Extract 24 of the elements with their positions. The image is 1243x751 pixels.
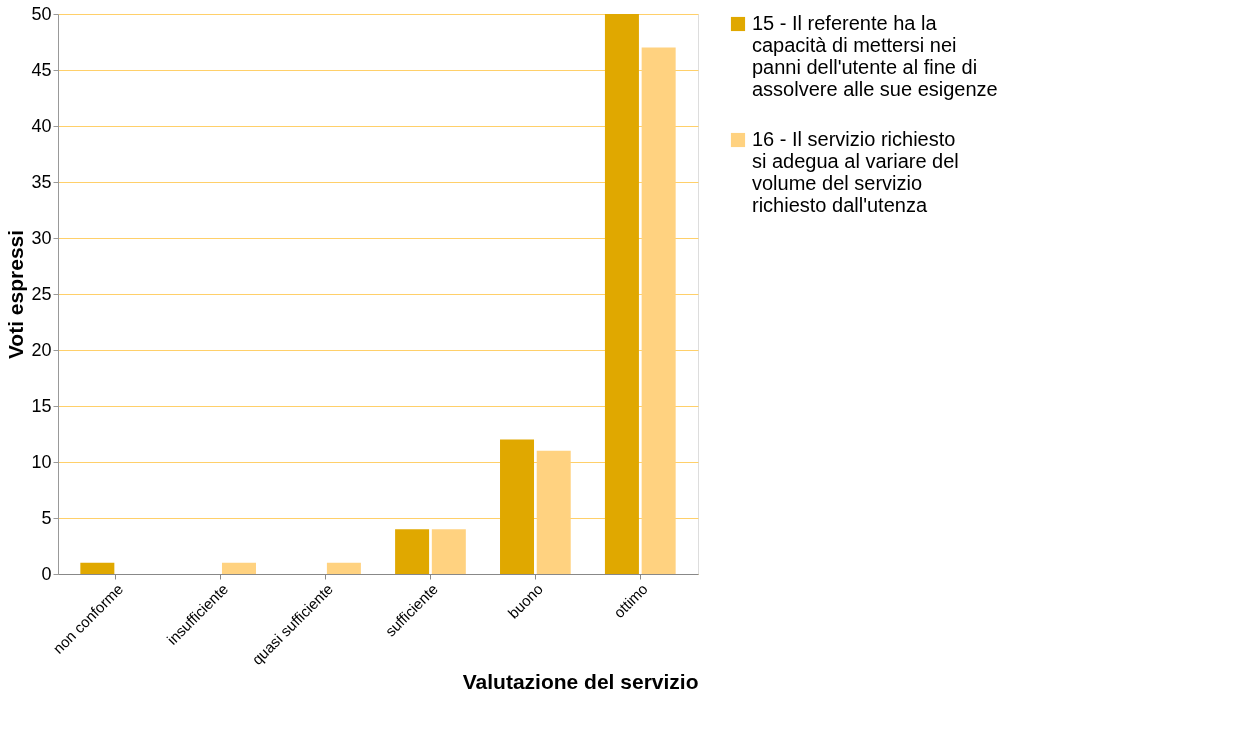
bar (604, 14, 639, 574)
bar (395, 529, 430, 574)
y-tick-label: 10 (31, 451, 52, 472)
legend-label: 15 - Il referente ha la capacità di mettersi nei panni dell'utente al fine di assolvere alle sue esigenze (752, 12, 998, 100)
y-tick-label: 30 (31, 227, 52, 248)
y-tick-label: 0 (41, 563, 52, 584)
y-tick-label: 5 (41, 507, 52, 528)
y-tick-label: 35 (31, 171, 52, 192)
x-axis-title: Valutazione del servizio (462, 669, 699, 693)
bar (326, 562, 361, 574)
y-tick-label: 15 (31, 395, 52, 416)
bar (431, 529, 466, 574)
y-tick-label: 20 (31, 339, 52, 360)
y-tick-label: 45 (31, 59, 52, 80)
bar (641, 47, 676, 574)
bar (536, 450, 571, 574)
bar (221, 562, 256, 574)
legend-label: 16 - Il servizio richiesto si adegua al variare del volume del servizio richiesto dall'utenza (752, 128, 959, 216)
y-axis-title: Voti espressi (4, 229, 28, 360)
y-tick-label: 40 (31, 115, 52, 136)
y-tick-label: 50 (31, 3, 52, 24)
bar (80, 562, 115, 574)
y-tick-label: 25 (31, 283, 52, 304)
bar (500, 439, 535, 574)
